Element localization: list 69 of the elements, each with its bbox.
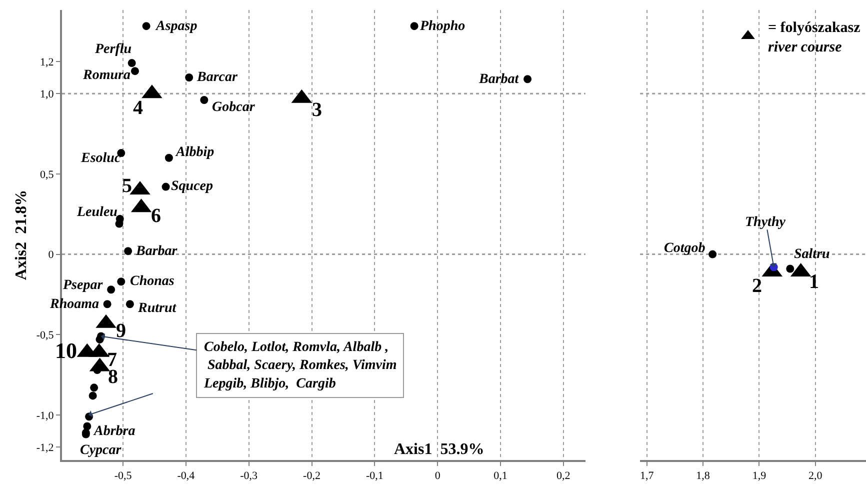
annotation: 9 [116, 320, 126, 342]
x-tick-label: -0,4 [177, 470, 196, 482]
annotation: Psepar [63, 278, 104, 293]
annotation: Phopho [420, 19, 466, 34]
annotation: 3 [312, 99, 322, 121]
annotation: Barcar [196, 70, 238, 85]
y-tick-label: -1,0 [36, 410, 54, 422]
point [200, 96, 208, 104]
annotation: Perflu [95, 42, 132, 57]
x-tick-label: -0,1 [366, 470, 384, 482]
point [162, 182, 170, 191]
annotation: 4 [133, 97, 143, 119]
annotation: Gobcar [212, 100, 256, 115]
point [88, 392, 97, 400]
x-tick-label: 1,8 [696, 470, 710, 482]
point [164, 154, 173, 162]
annotation: Cotgob [664, 241, 706, 256]
annotation: 6 [151, 205, 161, 227]
x-tick-label: 2,0 [808, 470, 823, 482]
point [130, 67, 139, 76]
x-tick-label: 0,2 [556, 470, 570, 482]
annotation: Barbar [135, 244, 178, 259]
point [117, 278, 126, 286]
annotation: Cypcar [80, 443, 122, 458]
annotation: Rhoama [49, 297, 100, 312]
annotation: Rutrut [137, 301, 178, 316]
x-tick-label: 0 [434, 470, 441, 482]
annotation: Abrbra [93, 424, 136, 439]
annotation: 2 [752, 275, 762, 297]
annotation: Saltru [794, 247, 830, 262]
annotation: Leuleu [76, 205, 118, 220]
annotation: Cobelo, Lotlot, Romvla, Albalb , Sabbal, Scaery, Romkes, Vimvim Lepgib, Blibjo, Cargib [203, 340, 397, 392]
annotation: Barbat [478, 72, 520, 87]
x-tick-label: 1,7 [640, 470, 654, 482]
annotation: 5 [122, 175, 132, 197]
y-tick-label: -0,5 [36, 329, 54, 342]
annotation: 1 [809, 271, 819, 293]
annotation: Squcep [171, 179, 213, 194]
point [115, 220, 124, 228]
point [107, 286, 116, 294]
y-tick-label: 1,2 [40, 56, 54, 68]
annotation: Romura [82, 68, 130, 83]
point [128, 59, 136, 68]
point [142, 22, 150, 30]
x-tick-label: 1,9 [752, 470, 767, 482]
y-tick-label: 0 [48, 249, 54, 262]
y-tick-label: 0,5 [40, 168, 54, 181]
legend-label: = folyószakasz river course [768, 20, 861, 56]
point [126, 300, 134, 308]
point [103, 300, 112, 308]
y-axis-title: Axis2 21.8% [12, 190, 30, 280]
point [124, 247, 132, 256]
annotation: 10 [55, 338, 77, 363]
x-tick-label: 0,1 [494, 470, 508, 482]
annotation: Esoluc [80, 151, 122, 166]
annotation: Aspasp [155, 19, 198, 34]
y-tick-label: -1,2 [36, 442, 54, 454]
point [185, 74, 194, 82]
x-tick-label: -0,5 [114, 470, 132, 482]
y-tick-label: 1,0 [40, 88, 54, 100]
x-axis-title: Axis1 53.9% [394, 441, 484, 458]
point [90, 384, 98, 392]
annotation: Thythy [745, 215, 786, 230]
x-tick-label: -0,2 [303, 470, 320, 482]
x-tick-label: -0,3 [240, 470, 258, 482]
point [410, 22, 418, 30]
point [524, 75, 532, 84]
annotation: Chonas [130, 274, 175, 289]
annotation: Albbip [175, 145, 214, 160]
